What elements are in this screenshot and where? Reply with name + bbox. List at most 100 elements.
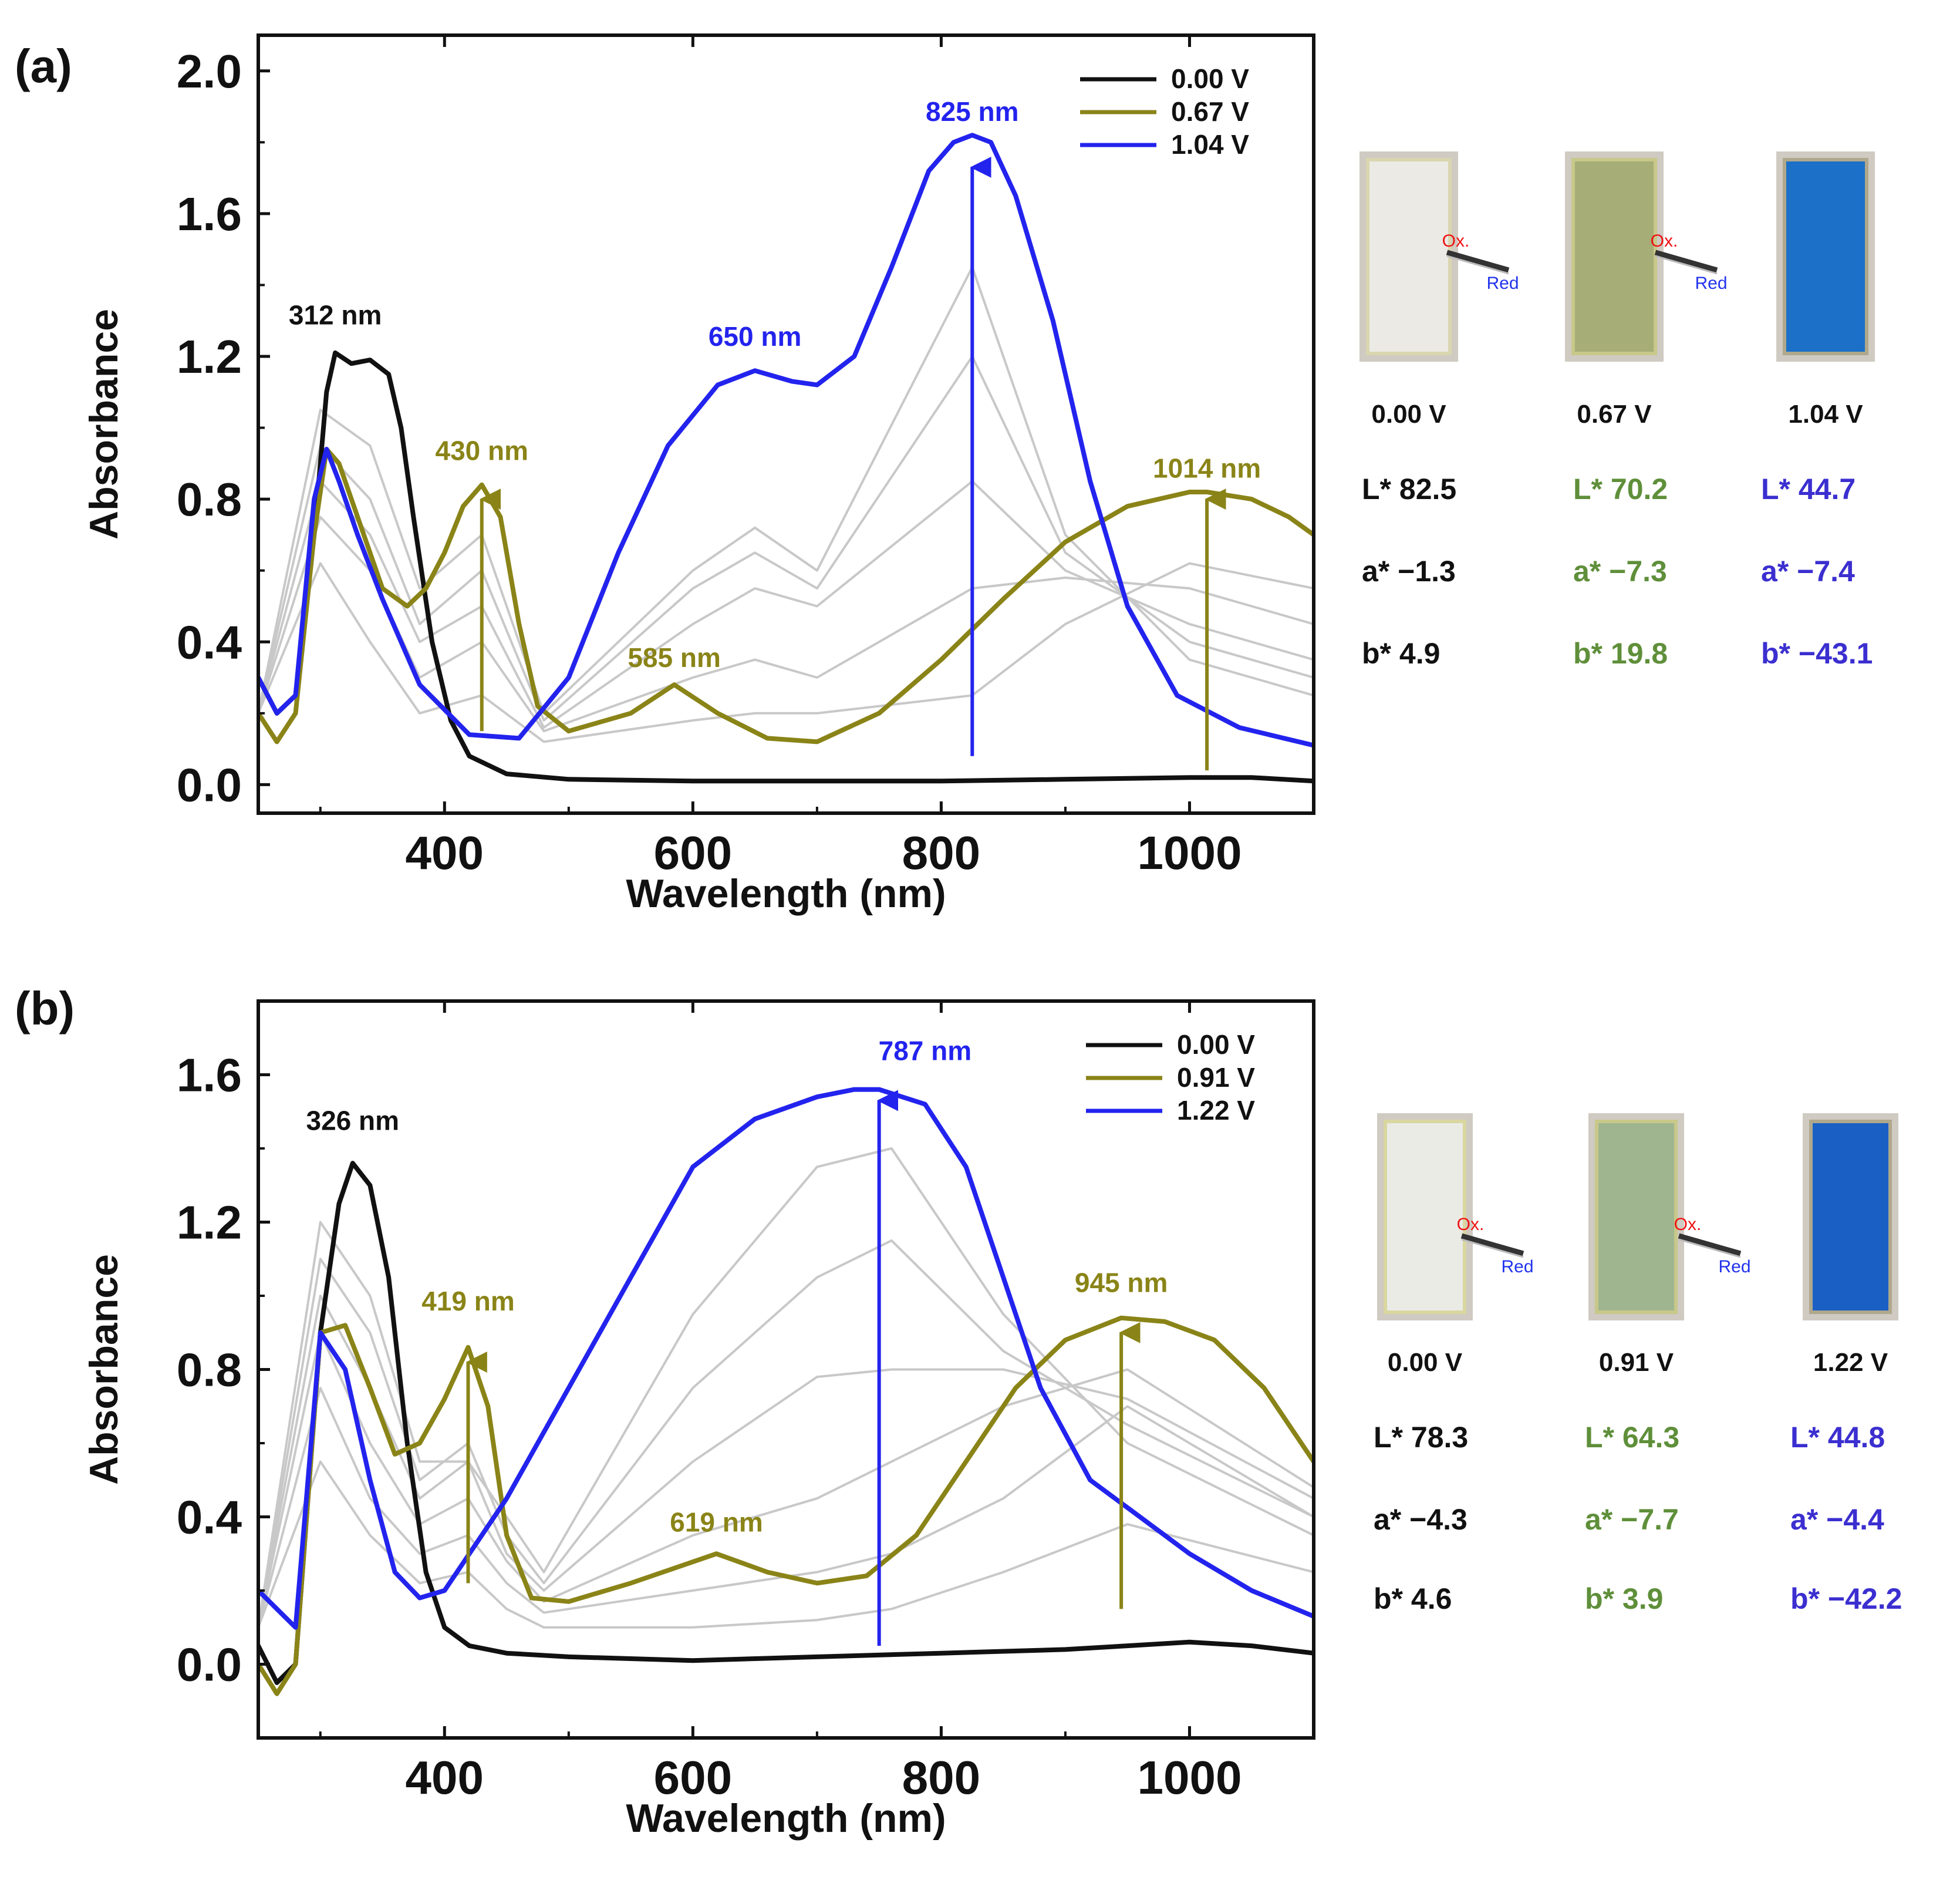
spectrum-line-0-91-V [258,1315,1314,1696]
lab-a-value: a* −4.4 [1790,1503,1884,1536]
redox-ox-label: Ox. [1651,231,1678,251]
plot-frame [257,33,1315,815]
redox-arrow-icon [1654,250,1718,273]
x-tick-label: 1000 [1137,1751,1242,1804]
lab-a-value: a* −7.4 [1761,555,1855,588]
redox-arrow-shadow [1678,1238,1741,1258]
peak-annotation: 1014 nm [1153,453,1261,484]
spectrum-line-1-22-V [258,1087,1314,1630]
intermediate-spectrum-line [258,1386,1314,1629]
spectrum-line-1-04-V [258,133,1314,748]
lab-b-value: b* 4.9 [1362,637,1440,670]
redox-red-label: Red [1718,1257,1750,1276]
y-tick-label: 0.4 [177,1491,242,1544]
x-tick-label: 1000 [1137,827,1242,879]
lab-L-value: L* 70.2 [1573,473,1668,506]
lab-L-value: L* 44.7 [1761,473,1856,506]
peak-annotation: 419 nm [421,1286,515,1316]
legend-label: 1.22 V [1177,1095,1255,1126]
peak-annotation: 825 nm [926,96,1019,127]
sample-photo [1595,1120,1678,1314]
panel-label: (a) [15,40,72,92]
y-tick-label: 1.6 [177,188,242,240]
y-tick-label: 0.0 [177,1639,242,1691]
spectrum-line-0-00-V [258,1161,1314,1685]
legend-label: 0.67 V [1171,96,1249,127]
y-tick-label: 0.8 [177,1344,242,1396]
spectrum-line-0-67-V [258,447,1314,744]
lab-L-value: L* 78.3 [1374,1421,1468,1454]
sample-photo [1571,158,1657,355]
intermediate-spectrum-line [258,1331,1314,1629]
lab-b-value: b* −42.2 [1790,1582,1902,1615]
redox-ox-label: Ox. [1674,1215,1702,1234]
redox-arrow-shadow [1446,255,1509,275]
redox-arrow-icon [1678,1233,1742,1256]
sample-voltage-label: 1.04 V [1788,400,1863,429]
y-tick-label: 2.0 [177,45,242,97]
peak-annotation: 619 nm [670,1507,763,1538]
x-axis-title: Wavelength (nm) [626,871,946,916]
intermediate-spectrum-line [258,1460,1314,1629]
sample-voltage-label: 1.22 V [1813,1348,1888,1377]
x-tick-label: 400 [406,1751,484,1804]
sample-voltage-label: 0.00 V [1371,400,1446,429]
legend-label: 0.00 V [1177,1029,1255,1060]
redox-ox-label: Ox. [1457,1215,1485,1234]
redox-red-label: Red [1501,1257,1533,1276]
y-tick-label: 1.2 [177,1197,242,1249]
legend-label: 0.00 V [1171,63,1249,94]
sample-voltage-label: 0.00 V [1388,1348,1463,1377]
lab-a-value: a* −1.3 [1362,555,1456,588]
lab-a-value: a* −7.3 [1573,555,1667,588]
legend-label: 0.91 V [1177,1062,1255,1093]
lab-L-value: L* 82.5 [1362,473,1456,506]
y-tick-label: 0.4 [177,616,242,668]
peak-annotation: 945 nm [1075,1268,1168,1298]
panel-b: (b) 400 600 800 1000 0.0 0.4 0.8 1.2 1.6 Wavelengt… [15,982,1902,1841]
x-tick-label: 600 [654,827,732,879]
lab-L-value: L* 64.3 [1585,1421,1679,1454]
panel-label: (b) [15,982,75,1035]
sample-photo [1384,1120,1466,1314]
redox-arrow-icon [1446,250,1510,273]
intermediate-spectrum-line [258,562,1314,743]
peak-annotation: 430 nm [435,435,528,466]
y-tick-label: 0.0 [177,759,242,811]
y-axis-title: Absorbance [82,309,126,540]
lab-b-value: b* 4.6 [1374,1582,1452,1615]
panel-a: (a) 400 600 800 1000 0.0 0.4 0.8 1.2 1.6 2.0 Wavele… [15,33,1875,916]
spectrum-line-0-00-V [258,350,1314,784]
peak-annotation: 585 nm [628,642,721,673]
y-tick-label: 0.8 [177,473,242,525]
sample-photo [1809,1120,1892,1314]
lab-b-value: b* 19.8 [1573,637,1668,670]
x-tick-label: 400 [406,827,484,879]
x-tick-label: 800 [902,1751,980,1804]
intermediate-spectrum-line [258,1147,1314,1629]
intermediate-spectrum-line [258,1239,1314,1629]
redox-ox-label: Ox. [1442,231,1470,251]
lab-b-value: b* 3.9 [1585,1582,1663,1615]
x-tick-label: 800 [902,827,980,879]
intermediate-spectrum-line [258,355,1314,722]
x-tick-label: 600 [654,1751,732,1804]
sample-photo [1366,158,1452,355]
redox-red-label: Red [1486,274,1519,293]
peak-annotation: 650 nm [709,321,802,352]
peak-annotation: 787 nm [879,1035,972,1066]
sample-voltage-label: 0.67 V [1577,400,1652,429]
legend-label: 1.04 V [1171,129,1249,160]
x-axis-title: Wavelength (nm) [626,1796,946,1841]
redox-arrow-shadow [1461,1238,1524,1258]
lab-a-value: a* −7.7 [1585,1503,1679,1536]
intermediate-spectrum-line [258,266,1314,715]
intermediate-spectrum-line [258,480,1314,729]
y-tick-label: 1.2 [177,331,242,383]
lab-a-value: a* −4.3 [1374,1503,1468,1536]
sample-voltage-label: 0.91 V [1599,1348,1674,1377]
lab-b-value: b* −43.1 [1761,637,1873,670]
redox-arrow-icon [1460,1233,1524,1256]
y-tick-label: 1.6 [177,1049,242,1101]
